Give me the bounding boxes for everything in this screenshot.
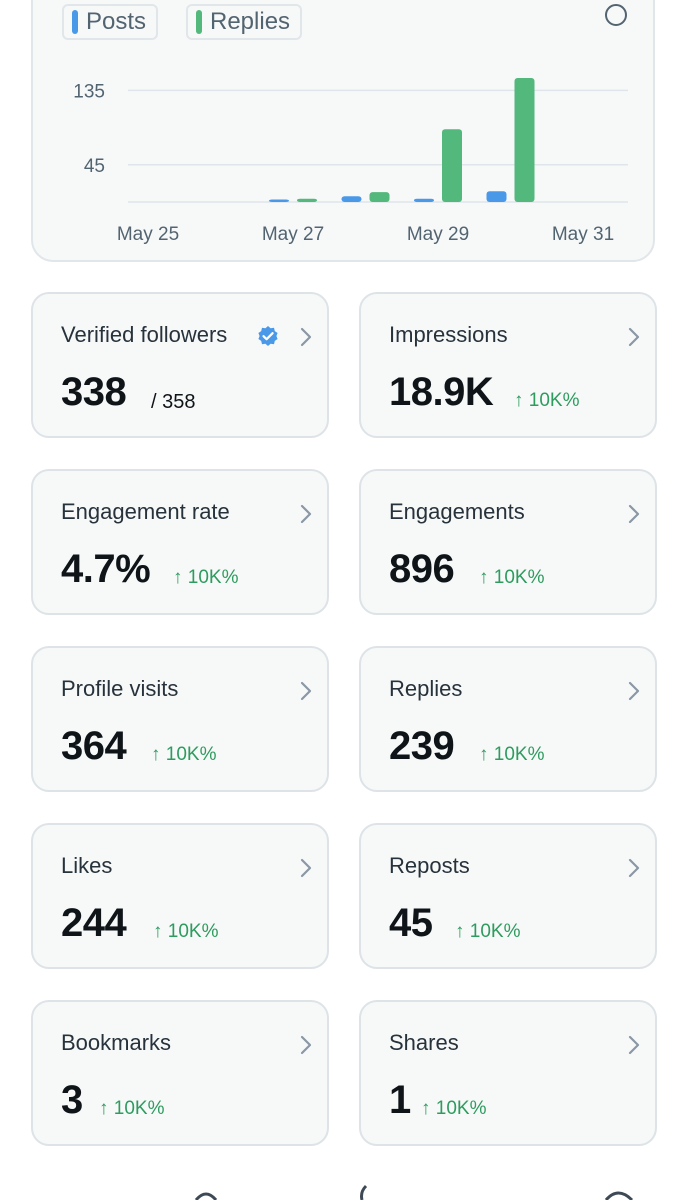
chevron-right-icon	[628, 858, 640, 878]
stat-card-bookmarks[interactable]: Bookmarks 3 ↑ 10K%	[31, 1000, 329, 1146]
stat-label: Engagement rate	[61, 499, 230, 524]
stat-label: Bookmarks	[61, 1030, 172, 1055]
stat-card-profile-visits[interactable]: Profile visits 364 ↑ 10K%	[31, 646, 329, 792]
stat-card-impressions[interactable]: Impressions 18.9K ↑ 10K%	[359, 292, 657, 438]
stat-value: 896	[389, 547, 455, 591]
chevron-right-icon	[300, 858, 312, 878]
bar-replies-may-30	[514, 78, 535, 202]
chevron-right-icon	[628, 504, 640, 524]
stat-change: ↑ 10K%	[455, 921, 521, 942]
stat-change: ↑ 10K%	[151, 744, 217, 765]
stat-change: ↑ 10K%	[173, 567, 239, 588]
x-tick-label: May 25	[117, 224, 179, 245]
stat-value: 364	[61, 724, 127, 768]
chevron-right-icon	[628, 1035, 640, 1055]
stat-card-reposts[interactable]: Reposts 45 ↑ 10K%	[359, 823, 657, 969]
legend-posts-chip[interactable]: Posts	[62, 4, 158, 40]
stat-card-shares[interactable]: Shares 1 ↑ 10K%	[359, 1000, 657, 1146]
x-tick-label: May 29	[407, 224, 469, 245]
bar-posts-may-28	[341, 196, 362, 202]
bar-replies-may-29	[442, 129, 462, 202]
bar-chart: 135 45 May 25 May 27 May 29 May 31	[73, 78, 628, 245]
stat-value: 18.9K	[389, 370, 494, 414]
chevron-right-icon	[300, 1035, 312, 1055]
info-icon[interactable]	[605, 4, 627, 26]
bar-posts-may-30	[486, 191, 507, 202]
stat-label: Reposts	[389, 853, 470, 878]
x-tick-label: May 31	[552, 224, 614, 245]
stat-label: Shares	[389, 1030, 459, 1055]
stat-value: 4.7%	[61, 547, 151, 591]
chevron-right-icon	[628, 327, 640, 347]
stat-change: ↑ 10K%	[479, 567, 545, 588]
stat-card-engagements[interactable]: Engagements 896 ↑ 10K%	[359, 469, 657, 615]
stat-value: 244	[61, 901, 127, 945]
stat-card-verified-followers[interactable]: Verified followers 338 / 358	[31, 292, 329, 438]
stat-label: Replies	[389, 676, 463, 701]
bottom-nav-partial	[194, 1184, 634, 1200]
replies-swatch	[196, 10, 202, 34]
stat-value: 239	[389, 724, 455, 768]
stat-label: Likes	[61, 853, 113, 878]
y-tick-label: 135	[73, 81, 105, 102]
verified-badge-icon	[258, 326, 278, 346]
stat-label: Impressions	[389, 322, 508, 347]
stat-label: Profile visits	[61, 676, 179, 701]
stat-value: 338	[61, 370, 127, 414]
bar-posts-may-29	[414, 198, 434, 202]
x-tick-label: May 27	[262, 224, 324, 245]
stat-change: ↑ 10K%	[99, 1098, 165, 1119]
legend-replies-label: Replies	[210, 8, 291, 35]
stat-change: ↑ 10K%	[514, 390, 580, 411]
stat-value: 45	[389, 901, 433, 945]
bar-replies-may-28	[369, 192, 390, 202]
chevron-right-icon	[300, 681, 312, 701]
legend-replies-chip[interactable]: Replies	[186, 4, 302, 40]
bar-posts-may-27	[269, 199, 289, 202]
stat-total: / 358	[151, 391, 196, 413]
stat-value: 1	[389, 1078, 411, 1122]
stat-card-replies[interactable]: Replies 239 ↑ 10K%	[359, 646, 657, 792]
chart-card: Posts Replies 135 45 May 25 May 27 May 29 May…	[31, 0, 655, 262]
stat-card-engagement-rate[interactable]: Engagement rate 4.7% ↑ 10K%	[31, 469, 329, 615]
chevron-right-icon	[628, 681, 640, 701]
posts-swatch	[72, 10, 78, 34]
stat-change: ↑ 10K%	[153, 921, 219, 942]
stat-change: ↑ 10K%	[421, 1098, 487, 1119]
chevron-right-icon	[300, 504, 312, 524]
stat-label: Verified followers	[61, 322, 228, 347]
y-tick-label: 45	[84, 156, 105, 177]
legend-posts-label: Posts	[86, 8, 147, 35]
bar-replies-may-27	[297, 198, 317, 202]
stat-value: 3	[61, 1078, 83, 1122]
chevron-right-icon	[300, 327, 312, 347]
stat-card-likes[interactable]: Likes 244 ↑ 10K%	[31, 823, 329, 969]
stat-change: ↑ 10K%	[479, 744, 545, 765]
stat-label: Engagements	[389, 499, 525, 524]
